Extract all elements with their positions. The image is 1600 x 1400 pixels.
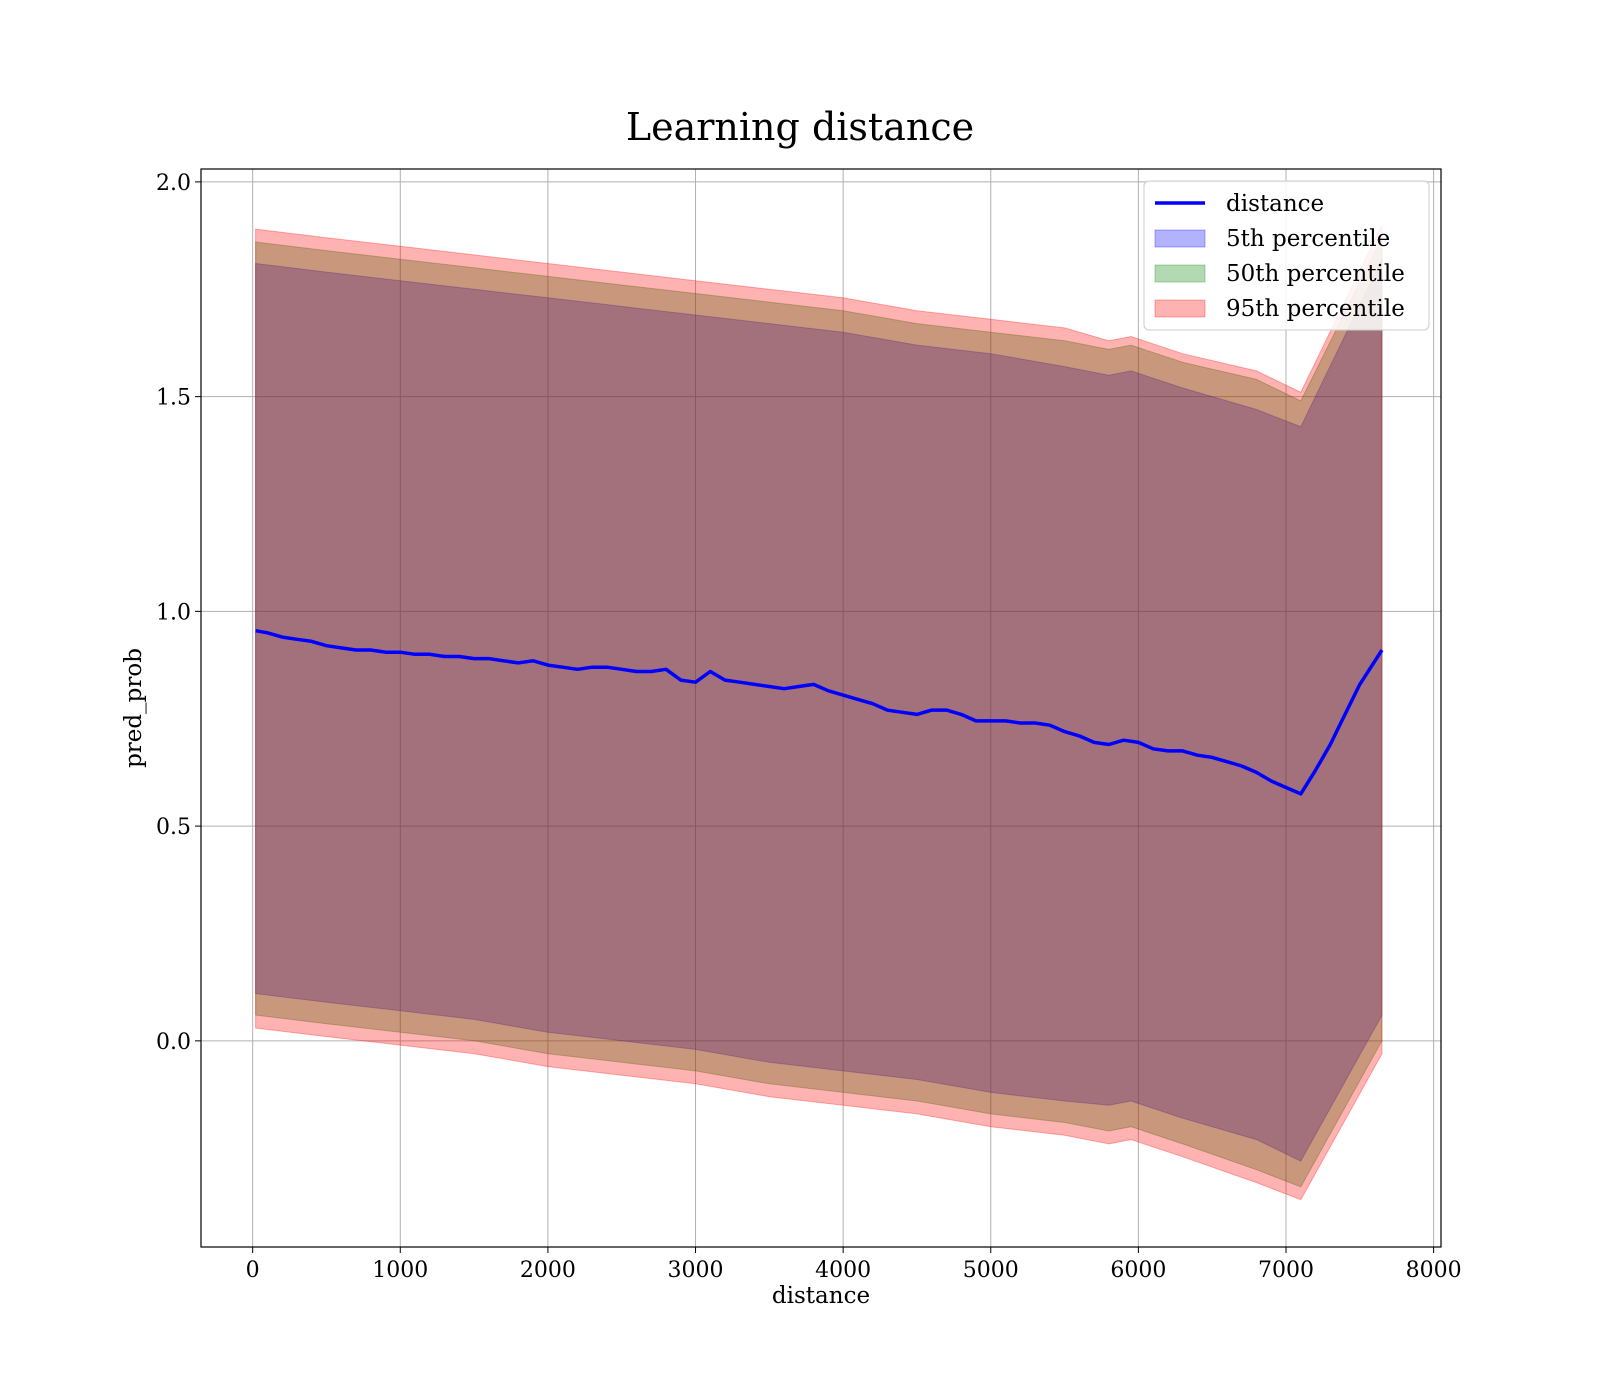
series-lines xyxy=(255,628,1384,796)
y-tick-label: 1.0 xyxy=(156,600,191,625)
x-tick-label: 2000 xyxy=(520,1258,576,1283)
x-axis-ticks: 0 1000 2000 3000 4000 5000 6000 7000 8000 xyxy=(246,1247,1462,1283)
plot-frame xyxy=(200,168,1442,1248)
x-tick-label: 5000 xyxy=(963,1258,1019,1283)
x-tick-label: 0 xyxy=(246,1258,260,1283)
x-tick-label: 6000 xyxy=(1110,1258,1166,1283)
gridlines xyxy=(201,169,1441,1247)
y-tick-label: 0.0 xyxy=(156,1030,191,1055)
y-axis-label: pred_prob xyxy=(121,648,147,768)
x-tick-label: 7000 xyxy=(1258,1258,1314,1283)
legend-label-distance: distance xyxy=(1226,191,1324,217)
band-95th-percentile xyxy=(255,224,1383,1201)
y-tick-label: 2.0 xyxy=(156,171,191,196)
chart-title: Learning distance xyxy=(626,105,974,149)
legend-swatch-5th-percentile xyxy=(1154,229,1206,248)
legend-swatch-95th-percentile xyxy=(1154,299,1206,318)
band-50th-percentile xyxy=(255,237,1383,1188)
legend-label-5th-percentile: 5th percentile xyxy=(1226,226,1390,252)
plot-area: 0 1000 2000 3000 4000 5000 6000 7000 8000 0.0 0.5… xyxy=(156,168,1462,1283)
band-5th-percentile xyxy=(255,258,1383,1162)
percentile-bands xyxy=(255,224,1383,1201)
x-axis-label: distance xyxy=(772,1283,870,1309)
plot-background xyxy=(201,169,1441,1247)
legend: distance 5th percentile 50th percentile 95t… xyxy=(1143,180,1430,331)
y-tick-label: 1.5 xyxy=(156,386,191,411)
x-tick-label: 1000 xyxy=(372,1258,428,1283)
x-tick-label: 8000 xyxy=(1406,1258,1462,1283)
y-axis-ticks: 0.0 0.5 1.0 1.5 2.0 xyxy=(156,171,201,1055)
legend-label-50th-percentile: 50th percentile xyxy=(1226,261,1405,287)
legend-swatch-50th-percentile xyxy=(1154,264,1206,283)
x-tick-label: 3000 xyxy=(668,1258,724,1283)
legend-label-95th-percentile: 95th percentile xyxy=(1226,296,1405,322)
y-tick-label: 0.5 xyxy=(156,815,191,840)
x-tick-label: 4000 xyxy=(815,1258,871,1283)
legend-box xyxy=(1143,180,1430,331)
line-distance xyxy=(255,628,1384,796)
